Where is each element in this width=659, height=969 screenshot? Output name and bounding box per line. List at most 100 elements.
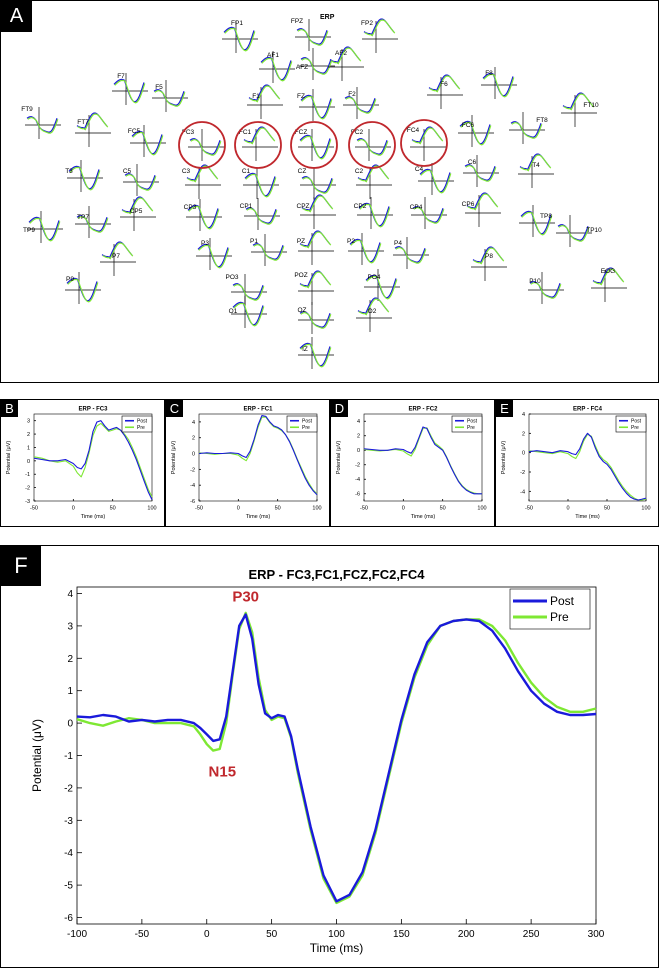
electrode-fc6: FC6 [458, 115, 494, 147]
panel-b-label: B [1, 400, 18, 417]
electrode-label: P10 [529, 278, 541, 285]
electrode-trace-pre [77, 113, 109, 131]
highlight-circle-fc1 [234, 121, 282, 169]
panel-b-fc3: B -50 0 50 100 -3 -2 -1 0 1 2 3 ERP - FC3 Time (ms) P… [0, 399, 165, 527]
electrode-trace-pre [154, 90, 186, 107]
electrode-c3: C3 [182, 164, 221, 199]
y-tick-label: -2 [25, 486, 30, 492]
y-tick-label: -4 [355, 477, 360, 483]
electrode-trace-pre [520, 154, 552, 172]
electrode-p8: P8 [471, 246, 507, 281]
chart-title: ERP - FC4 [573, 406, 603, 412]
panel-a-label: A [1, 1, 32, 32]
x-tick-label: -50 [135, 929, 150, 940]
electrode-cp6: CP6 [462, 192, 501, 227]
electrode-trace-pre [249, 85, 281, 103]
electrode-o1: O1 [229, 296, 267, 328]
electrode-trace-pre [302, 195, 334, 213]
plot-frame [33, 413, 153, 502]
y-tick-label: -1 [64, 751, 73, 762]
electrode-trace-pre [125, 174, 157, 191]
electrode-trace-pre [190, 139, 222, 156]
y-tick-label: 4 [67, 589, 73, 600]
electrode-po4: PO4 [364, 269, 400, 301]
electrode-fpz: FPZ [291, 18, 331, 51]
electrode-trace-pre [395, 247, 427, 264]
electrode-trace-pre [300, 312, 332, 329]
electrode-label: F5 [155, 84, 163, 91]
legend-label-pre: Pre [302, 425, 310, 431]
electrode-cz: CZ [298, 167, 336, 199]
electrode-f7: F7 [112, 73, 148, 105]
x-tick-label: 50 [604, 506, 610, 512]
legend-label-pre: Pre [550, 610, 569, 624]
electrode-trace-pre [246, 208, 278, 225]
electrode-trace-pre [364, 19, 396, 37]
y-tick-label: -5 [64, 881, 73, 892]
electrode-trace-pre [330, 47, 362, 65]
electrode-trace-pre [413, 207, 445, 224]
plot-frame [363, 413, 483, 502]
y-tick-label: -4 [64, 848, 73, 859]
legend-label-pre: Pre [137, 425, 145, 431]
y-tick-label: 3 [67, 621, 73, 632]
electrode-p10: P10 [528, 272, 564, 304]
x-tick-label: 300 [588, 929, 605, 940]
electrode-trace-pre [558, 225, 590, 242]
legend-label-post: Post [631, 419, 642, 425]
x-tick-label: 100 [477, 506, 486, 512]
electrode-trace-pre [301, 95, 333, 120]
panel-e-fc4: E -50 0 50 100 -4 -2 0 2 4 ERP - FC4 Time (ms) Pote… [495, 399, 659, 527]
electrode-trace-pre [27, 117, 59, 134]
electrode-label: TP9 [23, 227, 35, 234]
electrode-label: FT10 [583, 102, 599, 109]
electrode-fp1: FP1 [222, 20, 258, 53]
electrode-trace-pre [483, 73, 515, 98]
electrode-ft9: FT9 [21, 106, 61, 139]
electrode-map-plot: ERP FP1 FPZ FP2 AF1 AFZ AF2 F7 F5 F1 FZ F2 F6 F8 FT9 FT… [21, 14, 627, 369]
annotation-p30: P30 [232, 588, 259, 605]
electrode-tp7: TP7 [75, 206, 111, 238]
electrode-trace-pre [261, 57, 293, 82]
electrode-label: TP8 [540, 213, 552, 220]
y-tick-label: -4 [190, 483, 195, 489]
electrode-trace-pre [300, 343, 332, 368]
electrode-p3: P3 [196, 238, 232, 270]
electrode-trace-pre [302, 177, 334, 194]
electrode-trace-pre [563, 93, 595, 111]
chart-title: ERP - FC2 [409, 406, 439, 412]
electrode-trace-pre [69, 166, 101, 191]
electrode-label: FPZ [291, 18, 303, 25]
x-axis-label: Time (ms) [310, 941, 364, 955]
plot-frame [198, 413, 318, 502]
electrode-label: CZ [298, 168, 307, 175]
electrode-label: F6 [440, 81, 448, 88]
x-tick-label: 50 [440, 506, 446, 512]
electrode-fcz: FCZ [295, 129, 334, 161]
electrode-trace-pre [102, 242, 134, 260]
chart-title: ERP - FC3 [79, 406, 109, 412]
y-tick-label: -3 [64, 816, 73, 827]
highlight-circle-fc4 [400, 119, 448, 167]
y-tick-label: -6 [355, 492, 360, 498]
x-tick-label: 0 [402, 506, 405, 512]
plot-frame [76, 586, 597, 925]
electrode-label: PO3 [225, 274, 238, 281]
y-tick-label: -2 [190, 467, 195, 473]
electrode-fc4: FC4 [407, 126, 446, 161]
electrode-label: P3 [201, 240, 209, 247]
electrode-label: FC3 [182, 129, 195, 136]
electrode-p7: P7 [100, 241, 136, 276]
electrode-f6: F6 [427, 74, 463, 109]
electrode-trace-pre [300, 135, 332, 160]
electrode-label: FC1 [239, 129, 252, 136]
x-tick-label: -50 [195, 506, 203, 512]
electrode-o2: O2 [356, 297, 392, 332]
legend-label-post: Post [467, 419, 478, 425]
electrode-label: EOG [601, 268, 615, 275]
electrode-oz: OZ [297, 302, 334, 334]
electrode-trace-pre [114, 79, 146, 104]
electrode-fc1: FC1 [239, 126, 278, 161]
electrode-label: FC6 [462, 122, 475, 129]
y-tick-label: 1 [27, 445, 30, 451]
